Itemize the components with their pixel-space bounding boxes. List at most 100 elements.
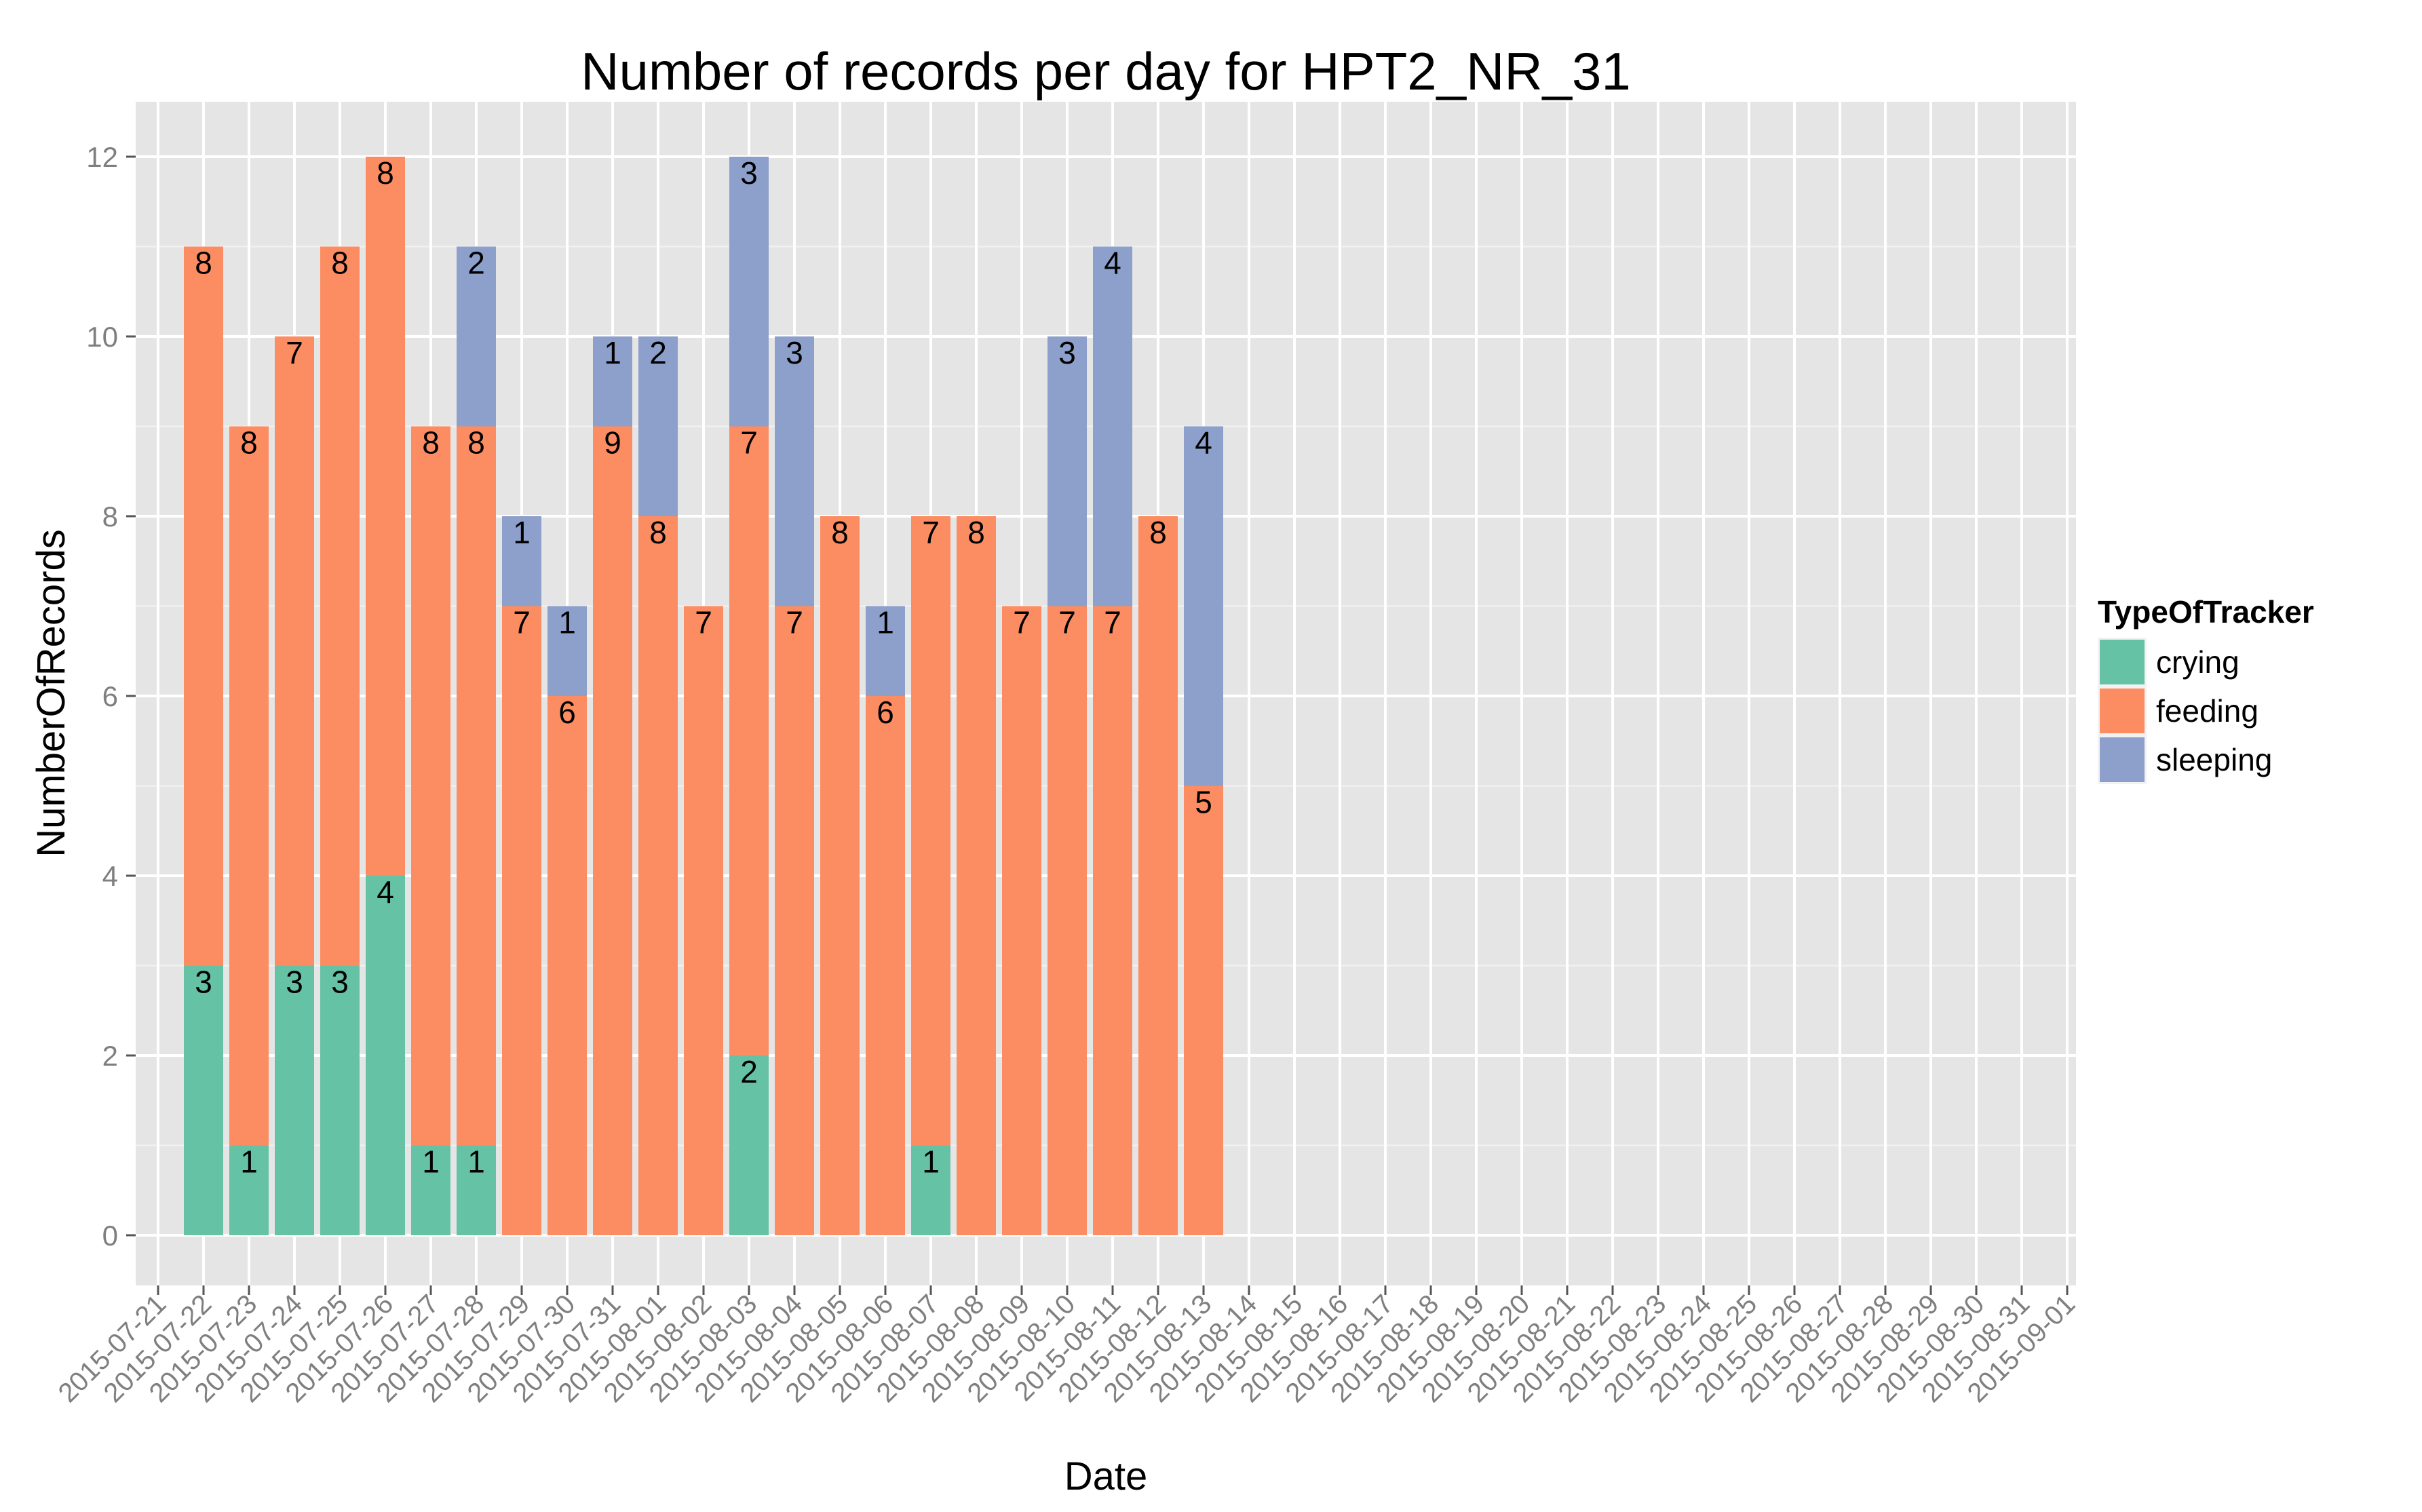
data-label: 8 — [831, 515, 849, 550]
data-label: 7 — [786, 605, 803, 640]
bar-feeding — [184, 246, 223, 966]
data-label: 2 — [649, 335, 667, 370]
bar-feeding — [1093, 606, 1132, 1235]
bar-crying — [184, 965, 223, 1235]
bar-feeding — [547, 696, 587, 1235]
y-tick-label: 10 — [86, 321, 118, 353]
bar-feeding — [866, 696, 905, 1235]
legend-title: TypeOfTracker — [2098, 594, 2314, 629]
data-label: 4 — [1104, 246, 1121, 281]
legend-key-sleeping — [2100, 737, 2145, 782]
bar-feeding — [1002, 606, 1041, 1235]
legend-label-crying: crying — [2156, 644, 2240, 680]
data-label: 7 — [695, 605, 712, 640]
bar-feeding — [229, 426, 269, 1146]
y-axis-label: NumberOfRecords — [29, 529, 73, 857]
bar-sleeping — [729, 157, 769, 427]
data-label: 4 — [1195, 425, 1212, 461]
bar-crying — [729, 1055, 769, 1235]
bar-sleeping — [547, 606, 587, 696]
data-label: 7 — [1013, 605, 1031, 640]
bar-feeding — [366, 157, 405, 876]
bar-crying — [229, 1145, 269, 1235]
bar-feeding — [729, 426, 769, 1055]
data-label: 1 — [422, 1144, 440, 1180]
bar-feeding — [957, 516, 996, 1235]
data-label: 3 — [331, 965, 349, 1000]
data-label: 5 — [1195, 785, 1212, 820]
data-label: 2 — [467, 246, 485, 281]
bar-feeding — [593, 426, 632, 1235]
bar-feeding — [638, 516, 678, 1235]
data-label: 3 — [786, 335, 803, 370]
chart-title: Number of records per day for HPT2_NR_31 — [581, 41, 1631, 101]
data-label: 6 — [877, 695, 894, 730]
bar-feeding — [1138, 516, 1178, 1235]
data-label: 7 — [1104, 605, 1121, 640]
data-label: 1 — [240, 1144, 258, 1180]
bar-feeding — [911, 516, 950, 1146]
y-tick-label: 0 — [102, 1220, 118, 1252]
bar-crying — [366, 876, 405, 1235]
data-label: 8 — [1149, 515, 1167, 550]
bar-crying — [320, 965, 360, 1235]
data-label: 7 — [740, 425, 758, 461]
y-tick-label: 2 — [102, 1040, 118, 1072]
data-label: 3 — [286, 965, 303, 1000]
data-label: 3 — [195, 965, 212, 1000]
bar-feeding — [684, 606, 723, 1235]
bar-feeding — [1047, 606, 1087, 1235]
data-label: 6 — [558, 695, 576, 730]
data-label: 3 — [740, 155, 758, 191]
bar-sleeping — [775, 336, 814, 606]
bar-feeding — [502, 606, 541, 1235]
data-label: 4 — [377, 874, 394, 910]
bar-feeding — [320, 246, 360, 966]
data-label: 8 — [967, 515, 985, 550]
data-label: 8 — [195, 246, 212, 281]
data-label: 1 — [877, 605, 894, 640]
bar-feeding — [411, 426, 450, 1146]
legend-key-crying — [2100, 640, 2145, 684]
legend-label-sleeping: sleeping — [2156, 742, 2272, 777]
y-tick-label: 6 — [102, 680, 118, 712]
bar-feeding — [775, 606, 814, 1235]
data-label: 1 — [467, 1144, 485, 1180]
data-label: 1 — [604, 335, 621, 370]
y-tick-label: 8 — [102, 501, 118, 532]
x-axis-label: Date — [1064, 1454, 1148, 1498]
bar-sleeping — [638, 336, 678, 516]
bar-sleeping — [1184, 426, 1223, 786]
legend-key-feeding — [2100, 689, 2145, 733]
bar-sleeping — [866, 606, 905, 696]
data-label: 8 — [649, 515, 667, 550]
bar-sleeping — [1093, 246, 1132, 606]
bar-crying — [457, 1145, 496, 1235]
bar-feeding — [1184, 786, 1223, 1235]
data-label: 2 — [740, 1054, 758, 1089]
data-label: 8 — [240, 425, 258, 461]
data-label: 8 — [467, 425, 485, 461]
data-label: 9 — [604, 425, 621, 461]
bar-feeding — [275, 336, 314, 966]
legend-label-feeding: feeding — [2156, 693, 2258, 729]
data-label: 7 — [513, 605, 531, 640]
data-label: 1 — [513, 515, 531, 550]
data-label: 7 — [1058, 605, 1076, 640]
data-label: 7 — [286, 335, 303, 370]
bar-sleeping — [1047, 336, 1087, 606]
data-label: 1 — [922, 1144, 940, 1180]
data-label: 1 — [558, 605, 576, 640]
bar-feeding — [457, 426, 496, 1146]
data-label: 3 — [1058, 335, 1076, 370]
bar-sleeping — [457, 246, 496, 427]
bar-feeding — [820, 516, 860, 1235]
bar-sleeping — [502, 516, 541, 606]
bar-crying — [911, 1145, 950, 1235]
data-label: 8 — [377, 155, 394, 191]
bar-crying — [411, 1145, 450, 1235]
data-label: 8 — [422, 425, 440, 461]
bar-crying — [275, 965, 314, 1235]
